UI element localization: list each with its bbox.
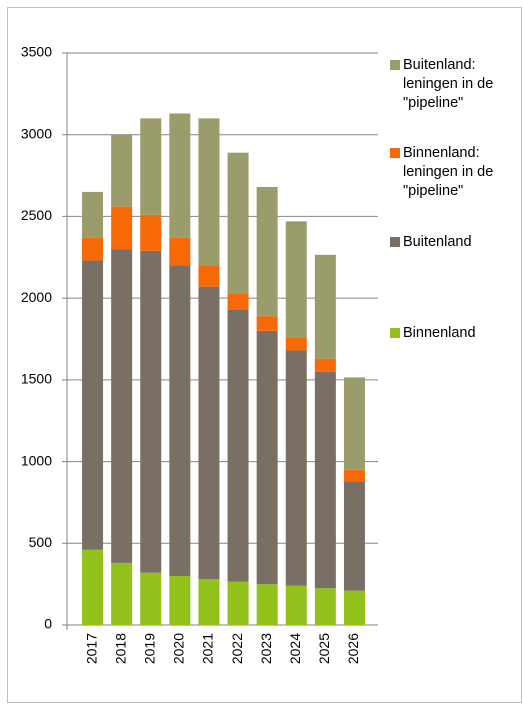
bar-segment [256,187,278,317]
bar-segment [314,371,336,589]
bar-segment [285,221,307,338]
bar-segment [140,572,162,625]
x-tick-label: 2026 [345,633,361,664]
bar-segment [111,206,133,250]
x-tick-label: 2022 [229,633,245,664]
y-tick-label: 1500 [21,371,52,387]
bar-segment [140,250,162,573]
bar-segment [256,584,278,625]
bar-segment [314,254,336,359]
bar-segment [140,118,162,215]
bar-segment [227,152,249,294]
bar-segment [111,562,133,625]
chart-frame [7,7,522,703]
bar-segment [111,249,133,563]
legend-label: Binnenland [403,325,476,341]
x-tick-label: 2021 [200,633,216,664]
bar-segment [140,214,162,251]
bar-segment [256,330,278,585]
y-tick-label: 3500 [21,44,52,60]
x-tick-label: 2019 [141,633,157,664]
legend-label: Binnenland: leningen in de "pipeline" [403,145,494,199]
x-tick-label: 2025 [316,633,332,664]
legend-swatch [390,148,400,158]
bar-segment [285,585,307,625]
y-tick-label: 1000 [21,452,52,468]
bar-segment [198,118,220,266]
y-tick-label: 3000 [21,125,52,141]
legend-label: Buitenland: leningen in de "pipeline" [403,57,494,111]
bar-segment [227,293,249,310]
legend-swatch [390,237,400,247]
bar-segment [82,191,104,238]
bar-segment [169,265,191,576]
bar-segment [169,237,191,266]
bar-segment [198,579,220,625]
bar-segment [314,358,336,372]
bar-segment [111,134,133,207]
bar-segment [285,337,307,351]
bar-segment [285,350,307,586]
x-tick-label: 2017 [83,633,99,664]
y-tick-label: 2000 [21,289,52,305]
bar-segment [169,575,191,625]
x-tick-label: 2023 [258,633,274,664]
legend-label: Buitenland [403,234,472,250]
x-tick-label: 2024 [287,633,303,664]
bar-segment [198,265,220,287]
bar-segment [343,481,365,591]
bar-segment [82,237,104,261]
bar-segment [169,113,191,238]
bar-segment [314,588,336,625]
legend-swatch [390,328,400,338]
bar-segment [256,316,278,331]
y-tick-label: 2500 [21,207,52,223]
bar-segment [343,377,365,470]
bar-segment [227,581,249,625]
bar-segment [343,590,365,625]
y-tick-label: 500 [29,534,53,550]
bar-segment [227,309,249,582]
bar-segment [82,260,104,550]
x-tick-label: 2020 [171,633,187,664]
bar-segment [198,286,220,580]
legend-swatch [390,60,400,70]
y-tick-label: 0 [44,616,52,632]
bar-segment [343,469,365,482]
bar-segment [82,549,104,625]
x-tick-label: 2018 [112,633,128,664]
